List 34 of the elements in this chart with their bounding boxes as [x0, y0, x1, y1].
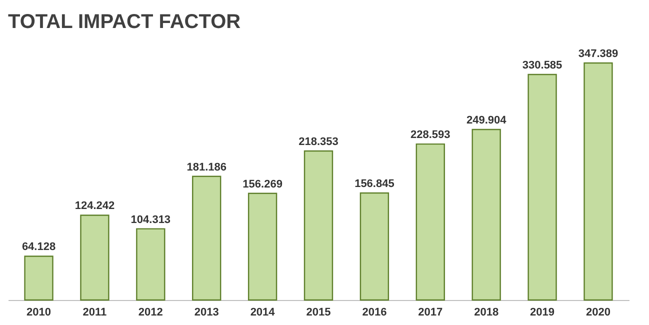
data-label: 156.845 — [354, 178, 394, 190]
x-tick-label: 2017 — [418, 306, 443, 318]
bar — [584, 62, 613, 301]
x-tick-label: 2012 — [138, 306, 163, 318]
x-tick-label: 2011 — [82, 306, 107, 318]
data-label: 228.593 — [410, 129, 450, 142]
x-tick-label: 2016 — [362, 306, 387, 318]
data-label: 64.128 — [22, 241, 56, 254]
bar — [472, 128, 501, 301]
bar — [360, 192, 390, 301]
x-tick-label: 2013 — [194, 306, 219, 318]
bar — [24, 256, 54, 301]
chart-title: TOTAL IMPACT FACTOR — [8, 11, 242, 33]
bar — [248, 192, 278, 301]
data-label: 181.186 — [186, 161, 226, 174]
bar — [192, 176, 222, 301]
x-tick-label: 2020 — [586, 306, 610, 318]
x-tick-label: 2018 — [474, 306, 499, 318]
data-label: 156.269 — [242, 178, 282, 190]
bar — [416, 143, 445, 301]
data-label: 218.353 — [298, 136, 338, 148]
x-tick-label: 2015 — [306, 306, 331, 318]
data-label: 124.242 — [74, 200, 115, 212]
x-tick-label: 2019 — [530, 306, 555, 318]
x-tick-label: 2014 — [250, 306, 276, 318]
bar — [304, 150, 334, 301]
bar — [80, 214, 110, 301]
data-label: 347.389 — [578, 48, 618, 60]
data-label: 330.585 — [522, 59, 562, 72]
bar — [136, 228, 166, 301]
x-tick-label: 2010 — [26, 306, 52, 318]
data-label: 249.904 — [466, 114, 508, 127]
bar — [528, 74, 557, 301]
data-label: 104.313 — [130, 214, 171, 226]
